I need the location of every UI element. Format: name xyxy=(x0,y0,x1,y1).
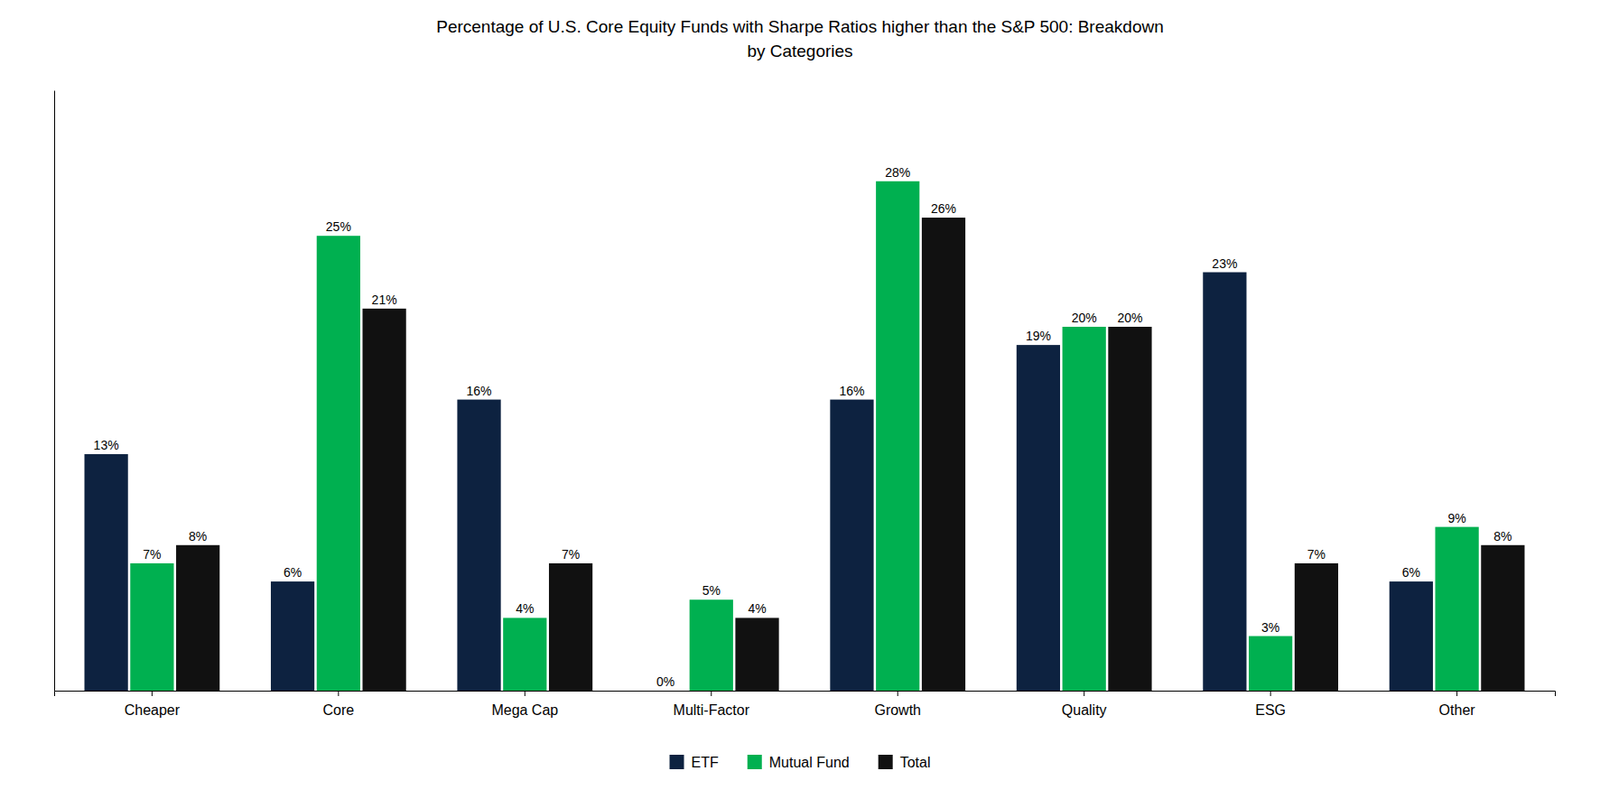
legend-swatch xyxy=(878,754,894,770)
data-label: 5% xyxy=(702,583,721,598)
y-axis xyxy=(54,91,56,692)
bar xyxy=(1389,581,1433,691)
bar-series xyxy=(130,181,1479,691)
bar-series xyxy=(84,272,1433,691)
x-tick-label: Growth xyxy=(874,702,921,718)
data-label: 16% xyxy=(466,383,493,399)
x-tick-label: ESG xyxy=(1255,702,1286,718)
data-label: 28% xyxy=(884,165,911,180)
bar xyxy=(1062,326,1107,691)
x-tick-label: Multi-Factor xyxy=(673,702,751,718)
data-label: 6% xyxy=(1402,565,1421,580)
bar xyxy=(921,217,966,691)
bar xyxy=(548,563,593,691)
bar xyxy=(1434,527,1479,691)
y-axis-line xyxy=(54,91,56,692)
x-tick-mark xyxy=(897,690,899,697)
data-label: 16% xyxy=(838,383,865,399)
chart-title-line: by Categories xyxy=(746,41,853,61)
x-tick: ESG xyxy=(1255,690,1286,718)
x-tick: Growth xyxy=(874,690,921,718)
legend-item: Total xyxy=(878,754,931,771)
x-tick-mark xyxy=(337,690,339,697)
legend-label: ETF xyxy=(691,754,719,771)
x-tick-label: Core xyxy=(323,702,355,718)
data-label: 13% xyxy=(93,437,120,453)
data-label: 7% xyxy=(561,547,580,562)
data-label: 6% xyxy=(283,565,302,580)
data-label: 23% xyxy=(1211,256,1238,271)
x-tick-mark xyxy=(1270,690,1272,697)
legend-label: Total xyxy=(900,754,931,771)
data-label: 26% xyxy=(930,201,957,216)
bar xyxy=(176,545,220,691)
bar xyxy=(734,617,779,691)
data-label: 0% xyxy=(656,674,675,689)
x-tick-label: Cheaper xyxy=(124,702,181,718)
x-tick-mark xyxy=(710,690,712,697)
bar xyxy=(1480,545,1525,691)
data-label: 3% xyxy=(1261,620,1280,635)
bar xyxy=(643,690,688,692)
bar xyxy=(84,454,129,691)
x-tick-mark xyxy=(1083,690,1085,697)
bar xyxy=(362,308,407,691)
data-label: 9% xyxy=(1447,511,1466,526)
data-label: 8% xyxy=(188,529,207,544)
x-tick-mark xyxy=(1456,690,1458,697)
legend-label: Mutual Fund xyxy=(769,754,850,771)
bar xyxy=(1248,636,1293,691)
x-tick: Cheaper xyxy=(124,690,181,718)
legend-item: Mutual Fund xyxy=(747,754,850,771)
data-label: 4% xyxy=(515,601,534,616)
data-label: 19% xyxy=(1025,328,1052,344)
data-label: 7% xyxy=(1307,547,1326,562)
x-tick: Quality xyxy=(1061,690,1107,718)
x-tick: Mega Cap xyxy=(491,690,559,718)
bar xyxy=(270,581,315,691)
bar xyxy=(1202,272,1247,691)
legend-swatch xyxy=(669,754,685,770)
bar xyxy=(502,617,547,691)
chart-title-line: Percentage of U.S. Core Equity Funds wit… xyxy=(436,17,1164,37)
bar xyxy=(829,400,874,691)
chart-container: Percentage of U.S. Core Equity Funds wit… xyxy=(0,0,1600,799)
bar xyxy=(130,563,174,691)
bar xyxy=(1294,563,1339,691)
data-label: 20% xyxy=(1071,310,1098,326)
legend: ETF Mutual Fund Total xyxy=(669,754,931,771)
x-axis: Cheaper Core Mega Cap Multi-Factor Growth Qua… xyxy=(55,690,1556,718)
bar xyxy=(875,181,920,691)
x-tick: Core xyxy=(323,690,355,718)
data-label: 21% xyxy=(372,292,398,307)
chart-title: Percentage of U.S. Core Equity Funds wit… xyxy=(436,17,1164,61)
data-label: 8% xyxy=(1493,529,1512,544)
bar xyxy=(456,400,501,691)
bar xyxy=(1016,344,1061,691)
bar-series xyxy=(176,217,1525,691)
chart-svg: Percentage of U.S. Core Equity Funds wit… xyxy=(0,0,1600,799)
data-label: 4% xyxy=(747,601,766,616)
x-tick: Other xyxy=(1439,690,1477,718)
bar xyxy=(689,599,734,691)
data-label: 7% xyxy=(142,547,161,562)
x-tick-label: Mega Cap xyxy=(491,702,559,718)
x-tick-label: Quality xyxy=(1061,702,1107,718)
data-label: 20% xyxy=(1116,310,1143,326)
x-tick-mark xyxy=(524,690,526,697)
bars xyxy=(84,181,1526,691)
legend-swatch xyxy=(747,754,763,770)
x-tick: Multi-Factor xyxy=(673,690,751,718)
data-labels: 13% 6% 16% 0% 16% 19% 23% 6% 7% 25% 4% 5% 28% 20% 3% 9%… xyxy=(93,165,1513,689)
bar xyxy=(316,235,361,691)
legend-item: ETF xyxy=(669,754,719,771)
x-tick-label: Other xyxy=(1439,702,1477,718)
x-tick-mark xyxy=(151,690,153,697)
x-axis-line xyxy=(55,691,1556,698)
plot-area: 13% 6% 16% 0% 16% 19% 23% 6% 7% 25% 4% 5% 28% 20% 3% 9%… xyxy=(55,91,1556,718)
data-label: 25% xyxy=(325,219,352,234)
bar xyxy=(1107,326,1152,691)
